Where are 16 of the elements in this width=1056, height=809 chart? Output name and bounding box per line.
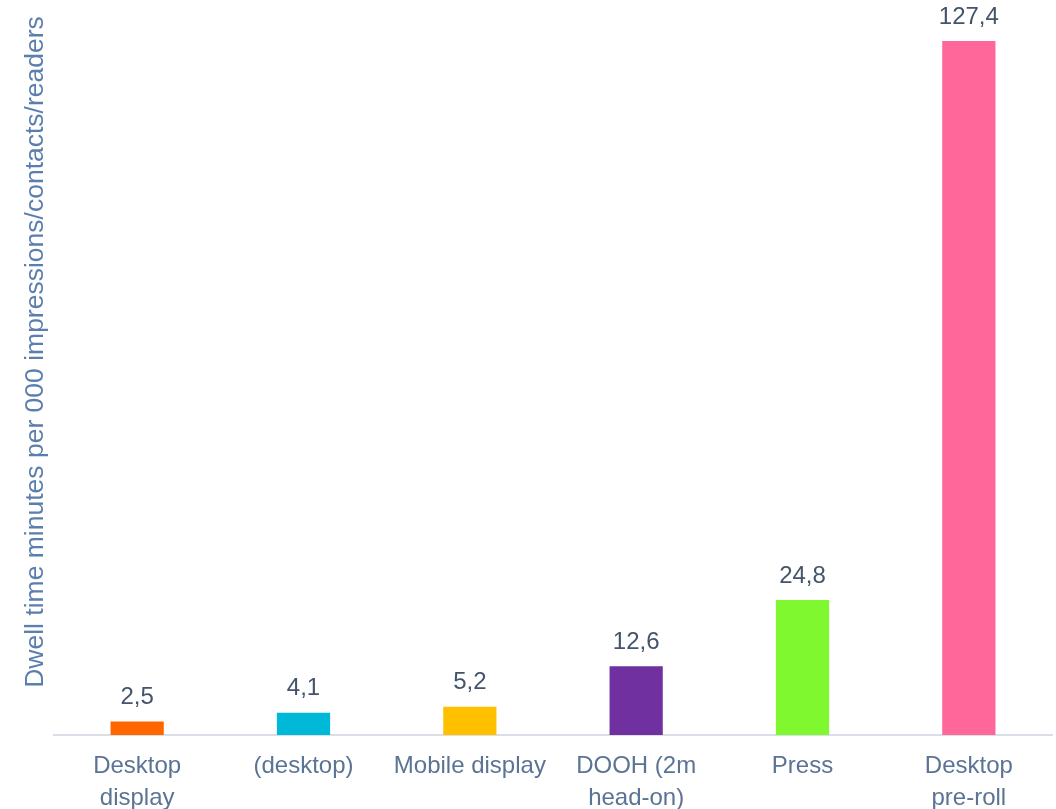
bar bbox=[443, 706, 497, 735]
bar bbox=[775, 599, 830, 735]
y-axis-title: Dwell time minutes per 000 impressions/contacts/readers bbox=[19, 16, 50, 688]
bar bbox=[110, 721, 164, 735]
data-label: 2,5 bbox=[120, 682, 154, 710]
bar bbox=[276, 712, 331, 735]
data-label: 5,2 bbox=[453, 667, 487, 695]
x-tick-label: Mobile display bbox=[393, 750, 546, 778]
x-tick-label: Press bbox=[771, 750, 834, 778]
bar bbox=[609, 666, 663, 735]
data-label: 24,8 bbox=[779, 560, 826, 588]
data-label: 127,4 bbox=[938, 1, 999, 29]
data-label: 12,6 bbox=[612, 626, 660, 654]
data-label: 4,1 bbox=[286, 673, 321, 701]
x-tick-label: (desktop) bbox=[253, 750, 354, 778]
bar bbox=[942, 41, 996, 735]
